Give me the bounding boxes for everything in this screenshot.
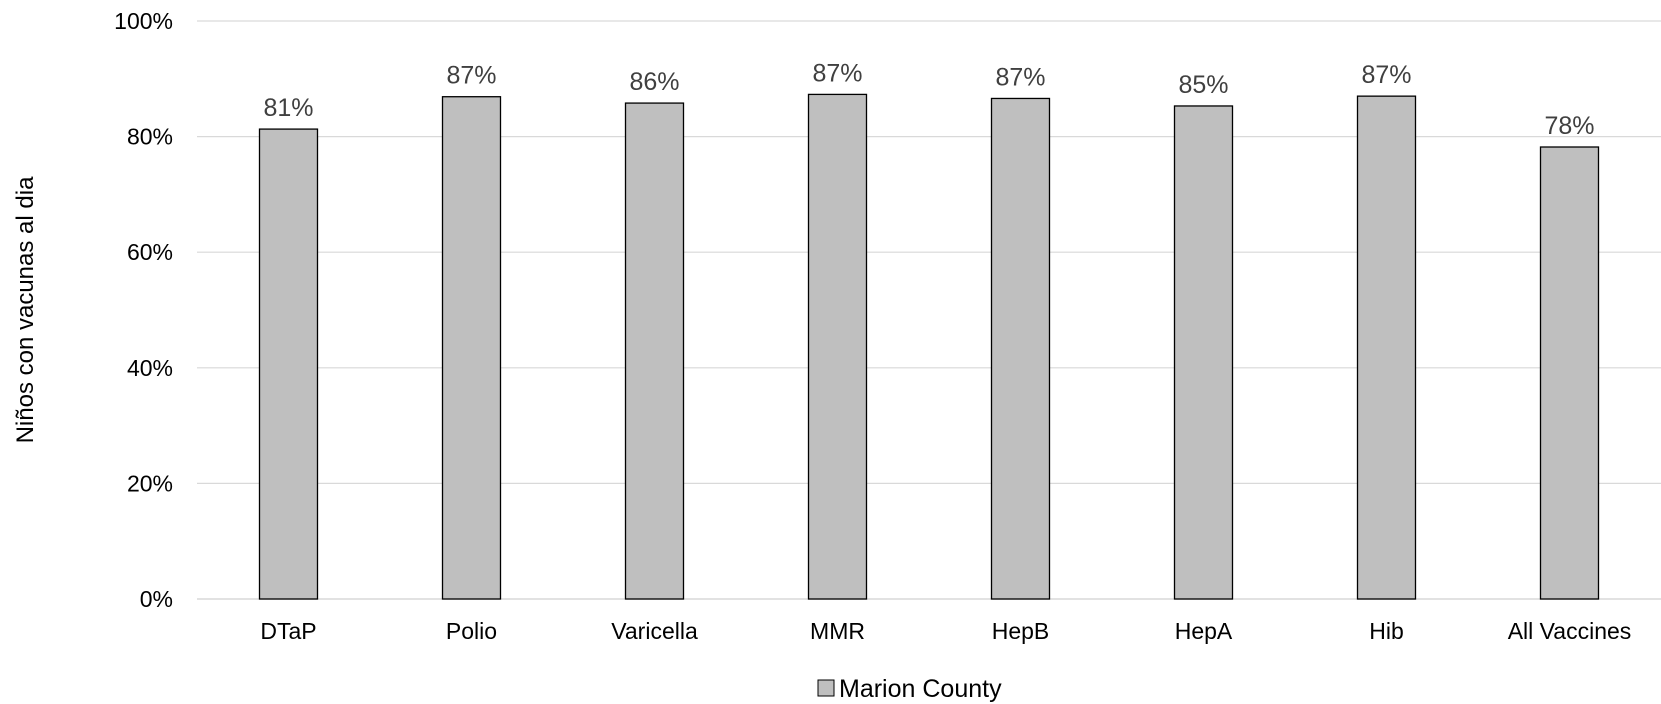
x-tick-label: DTaP xyxy=(260,618,316,644)
x-tick-label: Hib xyxy=(1369,618,1404,644)
x-tick-label: HepB xyxy=(992,618,1050,644)
x-tick-label: All Vaccines xyxy=(1508,618,1632,644)
y-tick-label: 20% xyxy=(127,470,173,496)
bar xyxy=(1539,146,1600,600)
bar xyxy=(624,102,685,600)
bar xyxy=(990,97,1051,600)
data-label: 87% xyxy=(1361,61,1411,89)
x-tick-label: Polio xyxy=(446,618,497,644)
data-label: 87% xyxy=(995,63,1045,91)
bar xyxy=(807,93,868,600)
x-axis-tick-labels: DTaP Polio Varicella MMR HepB HepA Hib All Vacc… xyxy=(260,618,1631,644)
bar xyxy=(258,128,319,600)
y-tick-label: 100% xyxy=(114,8,173,34)
y-tick-label: 40% xyxy=(127,355,173,381)
legend-label: Marion County xyxy=(839,675,1002,703)
gridlines xyxy=(197,20,1661,484)
bar xyxy=(441,96,502,600)
data-label: 85% xyxy=(1178,71,1228,99)
data-labels: 81% 87% 86% 87% 87% 85% 87% 78% xyxy=(263,59,1594,140)
data-label: 87% xyxy=(446,62,496,90)
data-label: 86% xyxy=(629,68,679,96)
y-axis-title: Niños con vacunas al dia xyxy=(12,176,39,443)
x-tick-label: Varicella xyxy=(611,618,698,644)
bar xyxy=(1356,95,1417,600)
y-axis-tick-labels: 0% 20% 40% 60% 80% 100% xyxy=(114,8,173,612)
x-tick-label: MMR xyxy=(810,618,865,644)
x-tick-label: HepA xyxy=(1175,618,1233,644)
data-label: 78% xyxy=(1544,112,1594,140)
bars xyxy=(258,93,1600,600)
bar xyxy=(1173,105,1234,600)
y-tick-label: 0% xyxy=(140,586,173,612)
y-tick-label: 60% xyxy=(127,239,173,265)
data-label: 81% xyxy=(263,94,313,122)
y-tick-label: 80% xyxy=(127,124,173,150)
legend-swatch xyxy=(817,679,835,697)
legend: Marion County xyxy=(817,675,1002,703)
data-label: 87% xyxy=(812,59,862,87)
